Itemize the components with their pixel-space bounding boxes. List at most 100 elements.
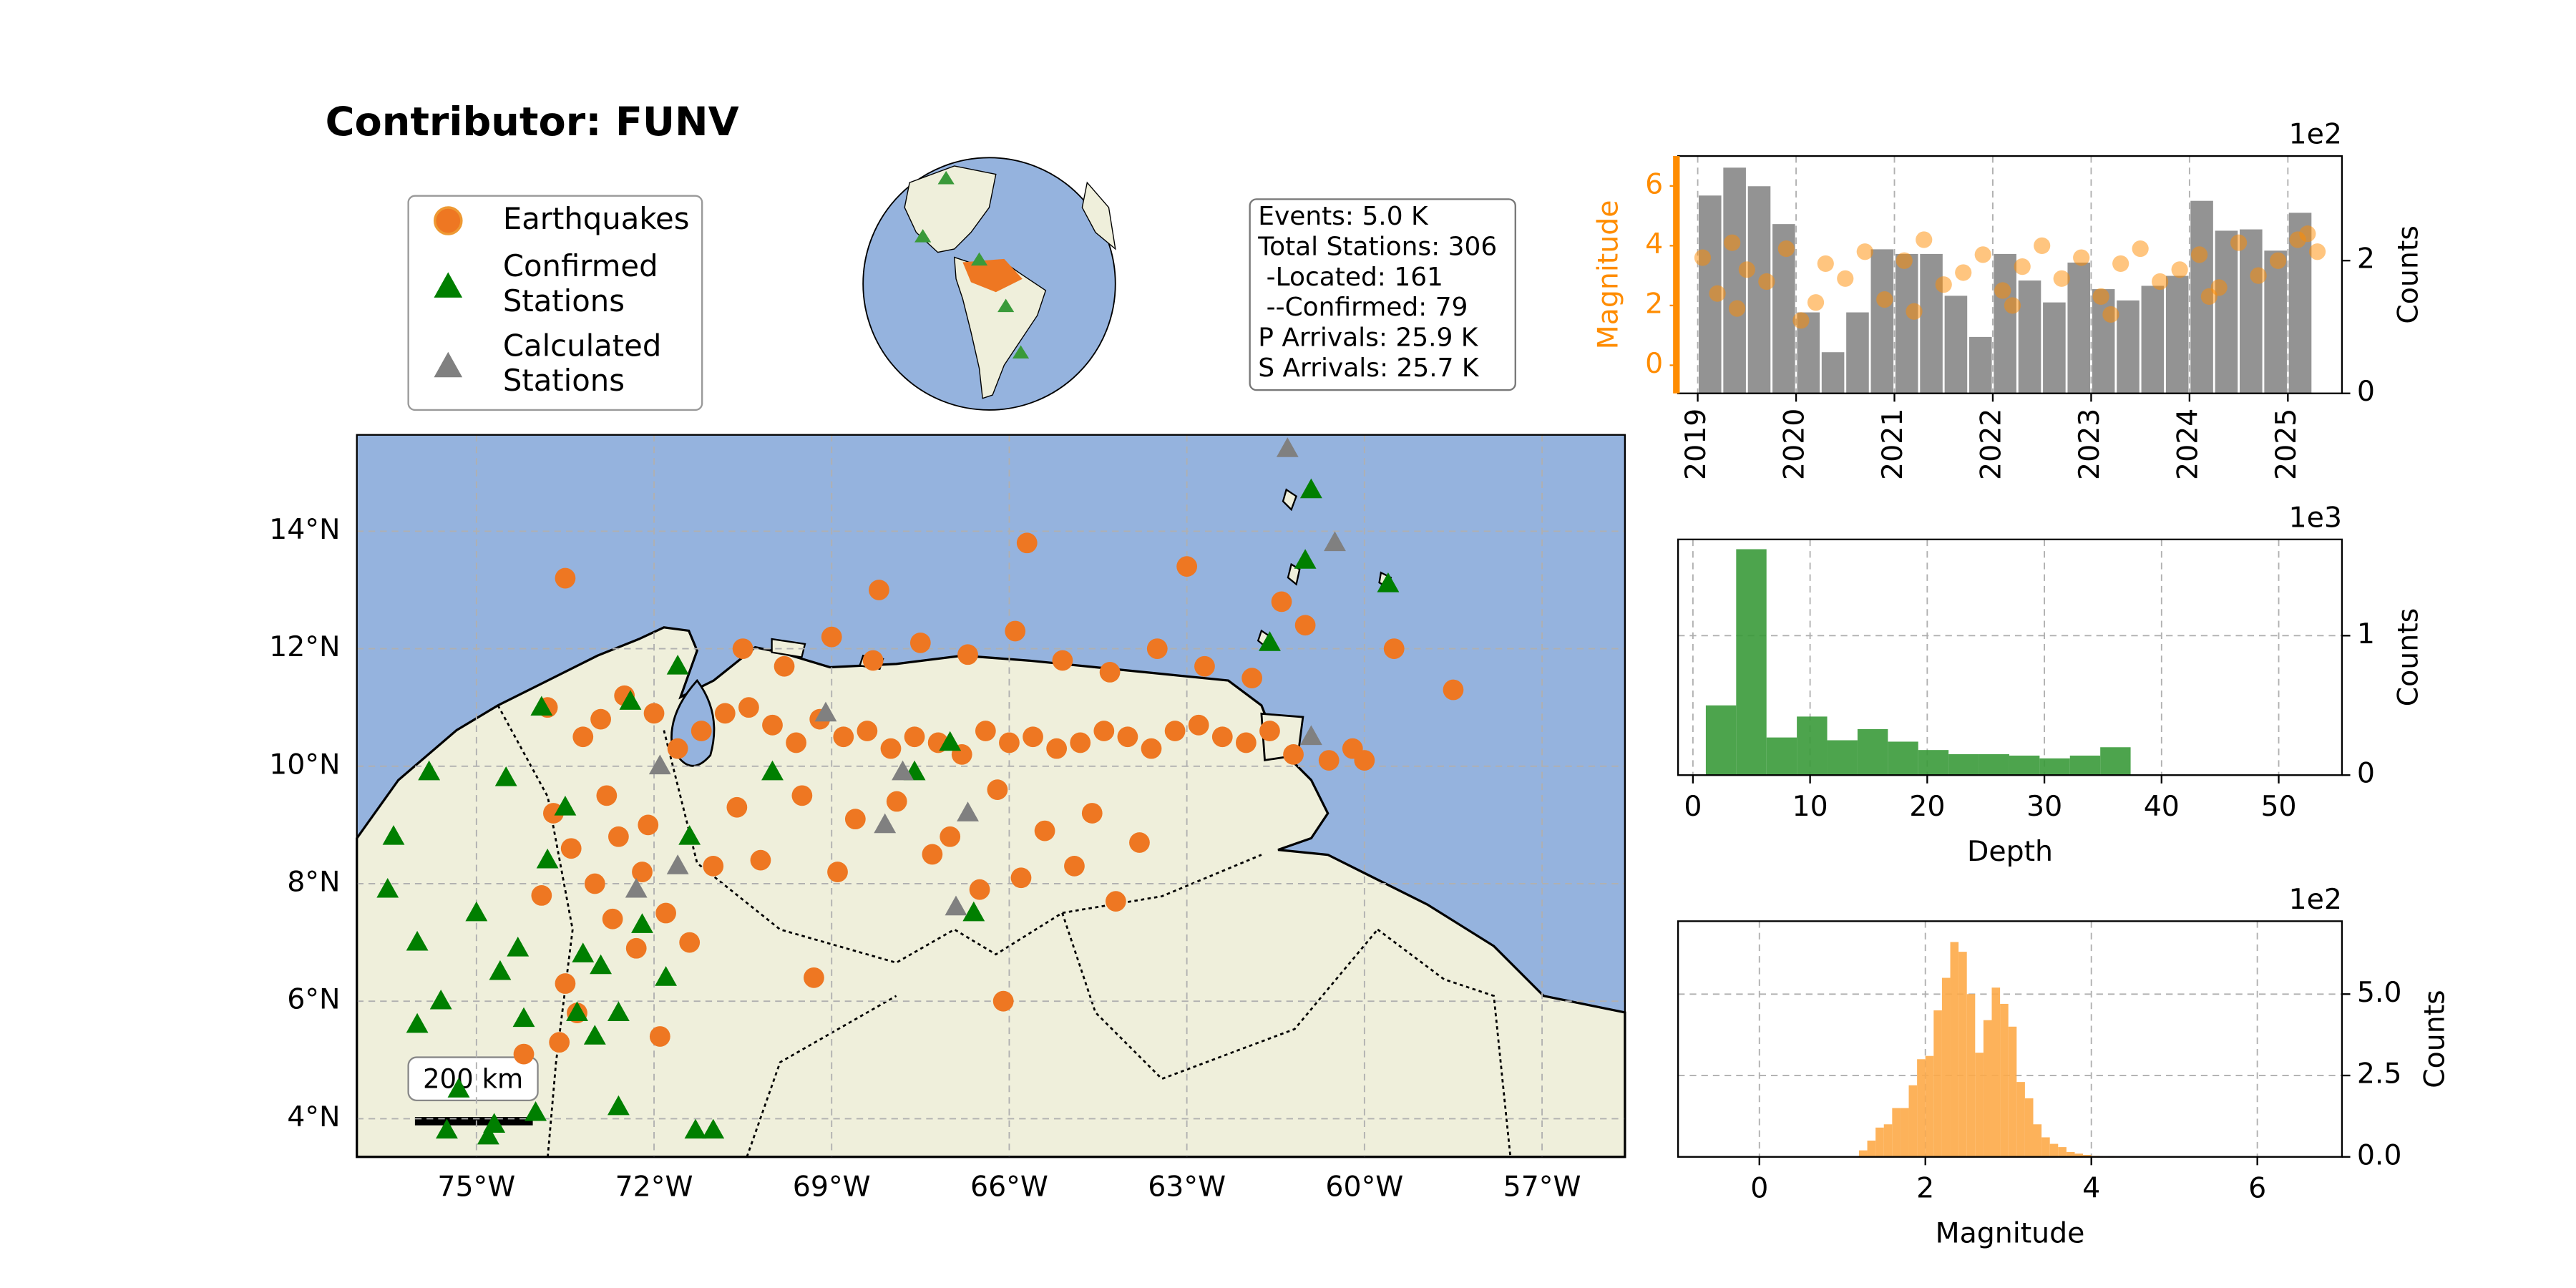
magnitude-point bbox=[1876, 291, 1893, 308]
station bbox=[429, 989, 452, 1010]
stats-line: --Confirmed: 79 bbox=[1258, 293, 1468, 322]
station bbox=[648, 754, 671, 775]
figure-title: Contributor: FUNV bbox=[326, 99, 739, 145]
earthquake bbox=[584, 873, 605, 894]
magnitude-point bbox=[1856, 243, 1873, 260]
station bbox=[382, 825, 405, 845]
magnitude-point bbox=[2230, 234, 2248, 251]
y2-tick-label: 2 bbox=[2357, 243, 2375, 275]
magnitude-point bbox=[2102, 306, 2119, 323]
y2-label: Counts bbox=[2392, 225, 2425, 324]
station bbox=[619, 690, 642, 710]
station bbox=[436, 1118, 458, 1139]
x-tick-label: 10 bbox=[1792, 790, 1828, 823]
x-tick-label: 2021 bbox=[1876, 409, 1909, 480]
earthquake bbox=[1016, 532, 1038, 554]
x-tick-label: 2020 bbox=[1778, 409, 1811, 480]
count-bar bbox=[1895, 253, 1918, 394]
earthquake bbox=[1093, 721, 1115, 741]
earthquake bbox=[869, 580, 889, 600]
earthquake bbox=[1046, 738, 1068, 759]
offset-label: 1e3 bbox=[2289, 502, 2342, 535]
hist-bar bbox=[1983, 1020, 1992, 1157]
x-tick-label: 40 bbox=[2144, 790, 2180, 823]
earthquake bbox=[857, 721, 878, 741]
magnitude-point bbox=[2132, 240, 2149, 258]
earthquake bbox=[608, 826, 629, 847]
earthquake bbox=[572, 726, 594, 748]
earthquake bbox=[555, 973, 576, 994]
hist-bar bbox=[1858, 1150, 1868, 1157]
earthquake bbox=[975, 721, 996, 741]
magnitude-point bbox=[1955, 264, 1972, 281]
x-tick-label: 2025 bbox=[2270, 409, 2303, 480]
magnitude-point bbox=[1935, 276, 1952, 293]
legend-label: Calculated bbox=[503, 328, 662, 363]
scale-bar bbox=[414, 1117, 533, 1126]
station bbox=[945, 895, 967, 916]
station bbox=[814, 701, 837, 722]
earthquake bbox=[886, 791, 907, 812]
x-tick-label: 75°W bbox=[437, 1170, 515, 1203]
magnitude-point bbox=[2092, 288, 2109, 305]
x-tick-label: 20 bbox=[1909, 790, 1945, 823]
earthquake bbox=[1146, 638, 1168, 659]
x-tick-label: 66°W bbox=[970, 1170, 1048, 1203]
earthquake bbox=[1211, 726, 1233, 748]
station bbox=[874, 813, 897, 834]
legend-label: Earthquakes bbox=[503, 201, 690, 236]
y-tick-label: 12°N bbox=[269, 630, 340, 663]
y2-tick-label: 0 bbox=[2357, 375, 2375, 408]
hist-bar bbox=[2009, 755, 2040, 776]
magnitude-point bbox=[1817, 255, 1834, 273]
axes-frame bbox=[356, 434, 1626, 1158]
earthquake bbox=[555, 567, 576, 589]
x-tick-label: 2 bbox=[1916, 1172, 1934, 1205]
hist-bar bbox=[2069, 755, 2101, 776]
hist-bar bbox=[1925, 1055, 1934, 1157]
station bbox=[962, 901, 985, 922]
earthquake bbox=[643, 703, 665, 724]
magnitude-point bbox=[1896, 252, 1913, 269]
hist-bar bbox=[1827, 740, 1858, 776]
count-bar bbox=[1846, 312, 1869, 394]
hist-bar bbox=[2041, 1137, 2050, 1157]
station bbox=[406, 1013, 429, 1033]
earthquake bbox=[1194, 655, 1215, 677]
count-bar bbox=[2043, 302, 2066, 394]
earthquake bbox=[531, 885, 552, 906]
y-tick-label: 5.0 bbox=[2357, 976, 2402, 1009]
earthquake bbox=[590, 708, 611, 730]
earthquake bbox=[596, 785, 618, 806]
count-bar bbox=[2264, 250, 2287, 394]
x-tick-label: 50 bbox=[2260, 790, 2296, 823]
station bbox=[666, 854, 689, 874]
hist-bar bbox=[1950, 942, 1959, 1157]
earthquake bbox=[625, 937, 647, 959]
hist-bar bbox=[2000, 1003, 2009, 1157]
magnitude-point bbox=[1777, 240, 1795, 258]
hist-bar bbox=[1966, 994, 1976, 1157]
x-tick-label: 60°W bbox=[1325, 1170, 1403, 1203]
count-bar bbox=[2067, 262, 2091, 394]
hist-bar bbox=[1875, 1127, 1884, 1157]
station bbox=[489, 960, 512, 980]
earthquake bbox=[667, 738, 688, 759]
x-label: Depth bbox=[1967, 835, 2053, 868]
earthquake bbox=[999, 732, 1020, 753]
magnitude-point bbox=[1738, 261, 1755, 278]
earthquake bbox=[750, 849, 771, 871]
hist-bar bbox=[2008, 1026, 2017, 1157]
hist-bar bbox=[1888, 741, 1918, 776]
station bbox=[1377, 572, 1400, 592]
magnitude-point bbox=[2152, 273, 2169, 291]
earthquake bbox=[862, 650, 884, 671]
station bbox=[761, 760, 784, 781]
earthquake bbox=[1354, 750, 1375, 771]
offset-label: 1e2 bbox=[2289, 118, 2342, 151]
legend-marker bbox=[434, 272, 463, 298]
station bbox=[1324, 531, 1346, 552]
y-tick-label: 0 bbox=[2357, 757, 2375, 790]
station bbox=[406, 930, 429, 951]
